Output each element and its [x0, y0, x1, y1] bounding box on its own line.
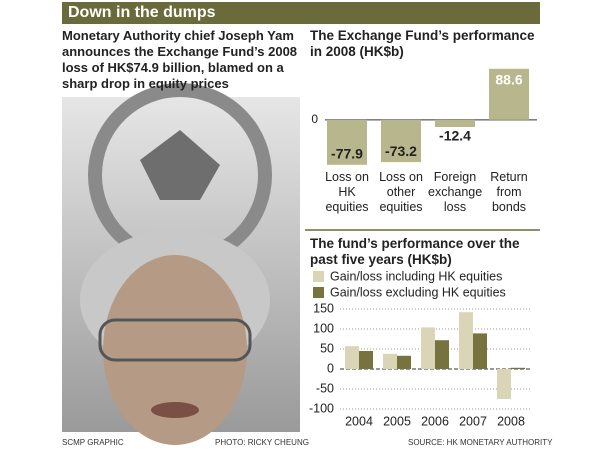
- value-label: -77.9: [331, 145, 363, 161]
- photo: [62, 83, 300, 445]
- chart-title: The fund’s performance over the past fiv…: [310, 236, 520, 267]
- legend-label: Gain/loss including HK equities: [330, 269, 502, 283]
- bar: [359, 351, 373, 369]
- bar: [397, 355, 411, 369]
- bar: [381, 119, 421, 163]
- y-tick-label: -50: [316, 381, 334, 395]
- y-tick-label: 50: [320, 341, 334, 355]
- y-tick-label: 150: [313, 301, 334, 315]
- legend-swatch: [313, 271, 324, 282]
- y-tick-label: 0: [327, 361, 334, 375]
- x-tick-label: 2008: [497, 414, 525, 428]
- y-tick-label: -100: [309, 401, 334, 415]
- value-label: -73.2: [385, 143, 417, 159]
- x-tick-label: 2007: [459, 414, 487, 428]
- bar: [435, 340, 449, 369]
- bar: [383, 353, 397, 369]
- bar: [459, 312, 473, 369]
- category-label: Loss on other equities: [379, 170, 423, 214]
- bar: [345, 346, 359, 369]
- photo-credit: PHOTO: RICKY CHEUNG: [215, 438, 309, 447]
- caption: Monetary Authority chief Joseph Yam anno…: [62, 28, 298, 91]
- legend-label: Gain/loss excluding HK equities: [330, 285, 506, 299]
- legend-swatch: [313, 287, 324, 298]
- y-tick-label: 0: [311, 112, 318, 126]
- chart-title: The Exchange Fund’s performance in 2008 …: [310, 28, 535, 59]
- bar: [421, 327, 435, 369]
- category-label: Return from bonds: [490, 170, 528, 214]
- bar: [435, 119, 475, 128]
- credit: SCMP GRAPHIC: [62, 438, 124, 447]
- bar: [327, 119, 367, 165]
- x-tick-label: 2005: [383, 414, 411, 428]
- bar: [497, 369, 511, 399]
- y-tick-label: 100: [313, 321, 334, 335]
- x-tick-label: 2004: [345, 414, 373, 428]
- header-title: Down in the dumps: [62, 2, 540, 24]
- value-label: 88.6: [495, 72, 522, 88]
- value-label: -12.4: [439, 128, 471, 144]
- category-label: Foreign exchange loss: [428, 170, 483, 214]
- bar: [473, 333, 487, 369]
- bar: [489, 68, 529, 120]
- x-tick-label: 2006: [421, 414, 449, 428]
- category-label: Loss on HK equities: [325, 170, 369, 214]
- source: SOURCE: HK MONETARY AUTHORITY: [408, 438, 553, 447]
- bar: [511, 367, 525, 369]
